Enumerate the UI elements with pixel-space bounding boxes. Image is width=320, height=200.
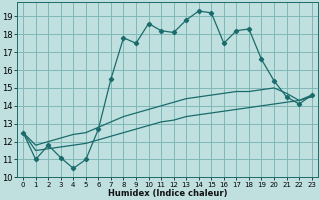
X-axis label: Humidex (Indice chaleur): Humidex (Indice chaleur) <box>108 189 227 198</box>
